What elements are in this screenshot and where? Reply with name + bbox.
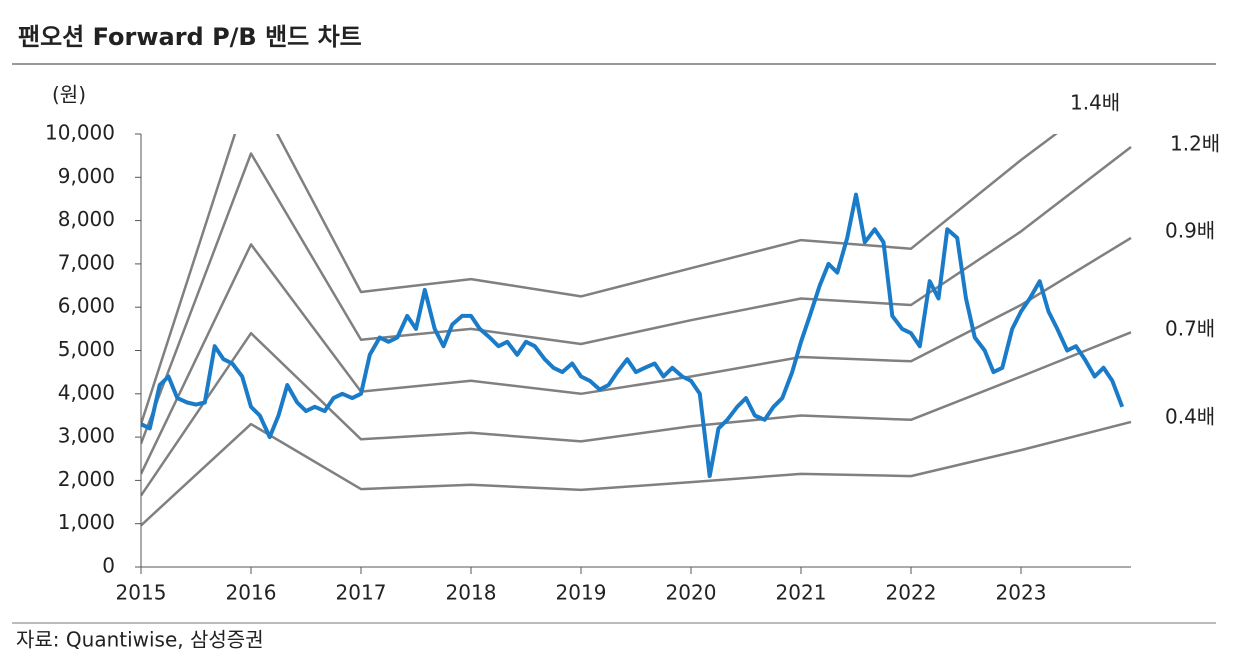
band-label: 1.2배 bbox=[1170, 132, 1220, 156]
y-tick-label: 1,000 bbox=[58, 510, 115, 534]
y-tick-label: 8,000 bbox=[58, 207, 115, 231]
band-label: 0.4배 bbox=[1165, 405, 1215, 429]
band-line bbox=[141, 146, 1132, 445]
y-tick-label: 7,000 bbox=[58, 250, 115, 274]
x-tick-label: 2017 bbox=[336, 581, 387, 605]
band-line bbox=[141, 331, 1132, 497]
price-line bbox=[141, 192, 1125, 479]
band-line bbox=[141, 236, 1132, 475]
y-tick-label: 2,000 bbox=[58, 467, 115, 491]
x-tick-label: 2023 bbox=[996, 581, 1047, 605]
x-tick-label: 2019 bbox=[556, 581, 607, 605]
x-tick-label: 2015 bbox=[116, 581, 167, 605]
band-line bbox=[141, 420, 1132, 527]
band-line bbox=[141, 134, 1058, 425]
y-tick-label: 3,000 bbox=[58, 424, 115, 448]
y-tick-label: 0 bbox=[102, 554, 115, 578]
band-label: 0.7배 bbox=[1165, 317, 1215, 341]
band-label: 1.4배 bbox=[1070, 91, 1120, 115]
y-tick-label: 9,000 bbox=[58, 164, 115, 188]
x-tick-label: 2018 bbox=[446, 581, 497, 605]
y-tick-label: 4,000 bbox=[58, 380, 115, 404]
x-tick-label: 2020 bbox=[666, 581, 717, 605]
x-tick-label: 2021 bbox=[776, 581, 827, 605]
y-tick-label: 6,000 bbox=[58, 294, 115, 318]
source: 자료: Quantiwise, 삼성증권 bbox=[16, 628, 264, 652]
chart-title: 팬오션 Forward P/B 밴드 차트 bbox=[18, 23, 362, 51]
x-tick-label: 2022 bbox=[886, 581, 937, 605]
band-label: 0.9배 bbox=[1165, 219, 1215, 243]
y-axis-label: (원) bbox=[52, 83, 86, 107]
y-tick-label: 10,000 bbox=[45, 121, 115, 145]
y-tick-label: 5,000 bbox=[58, 337, 115, 361]
x-tick-label: 2016 bbox=[226, 581, 277, 605]
